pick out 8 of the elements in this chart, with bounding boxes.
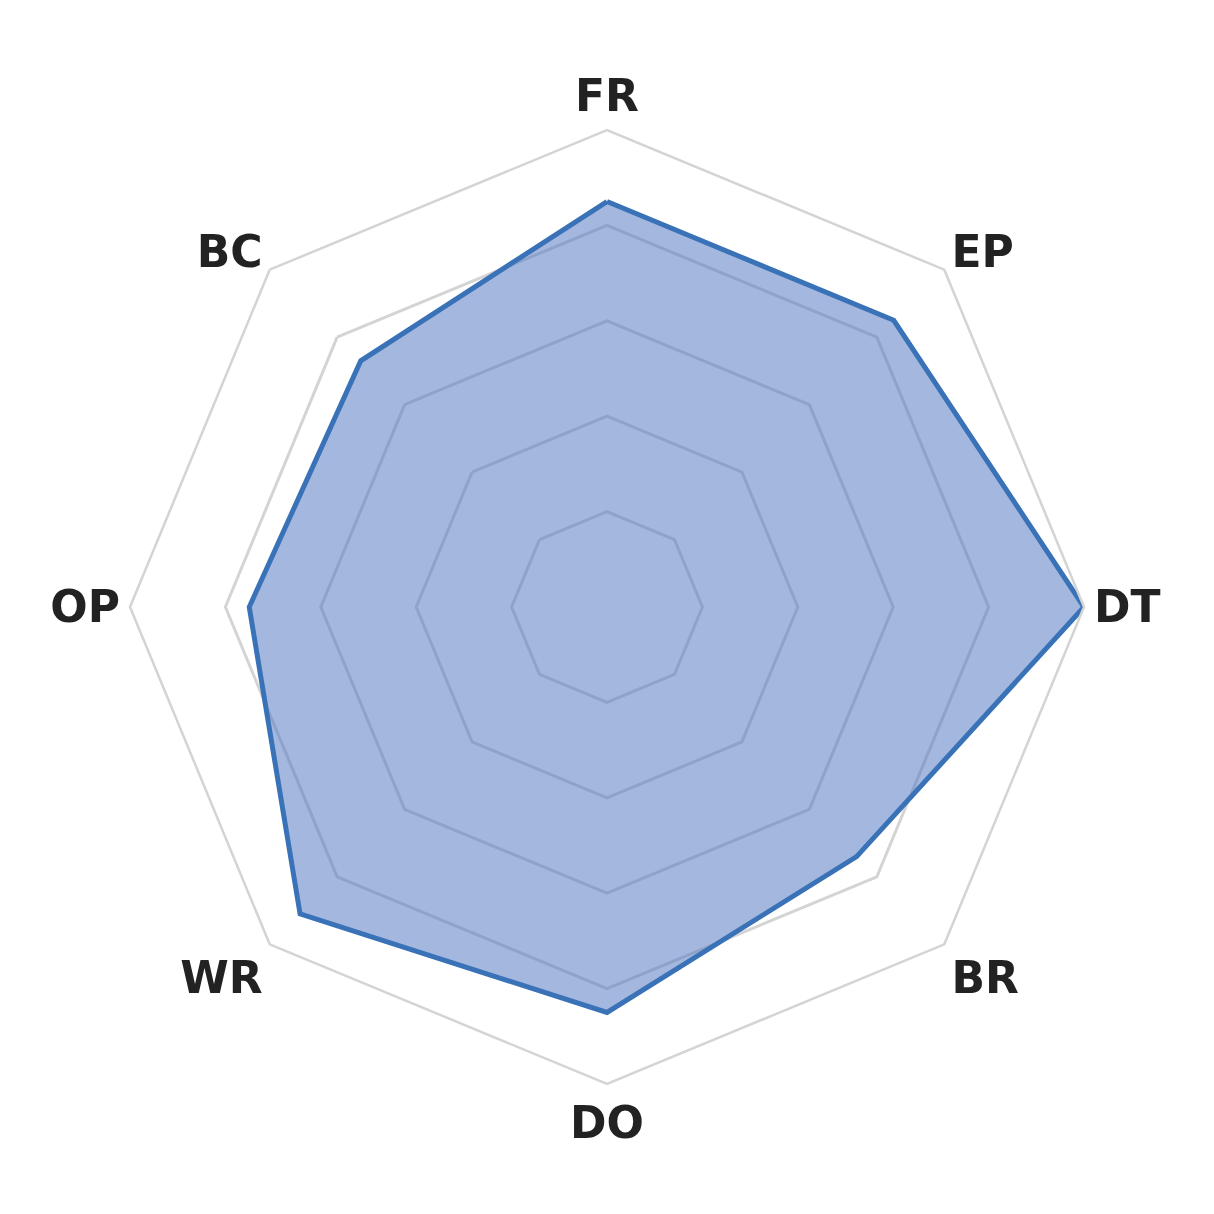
spoke-label: BC [196, 226, 263, 278]
spoke-label: FR [575, 70, 639, 122]
spoke-label: DO [570, 1097, 644, 1149]
spoke-label: DT [1094, 581, 1161, 633]
spoke-label: EP [951, 226, 1014, 278]
spoke-label: OP [50, 581, 120, 633]
spoke-label: BR [951, 952, 1019, 1004]
spoke-label: WR [180, 952, 263, 1004]
